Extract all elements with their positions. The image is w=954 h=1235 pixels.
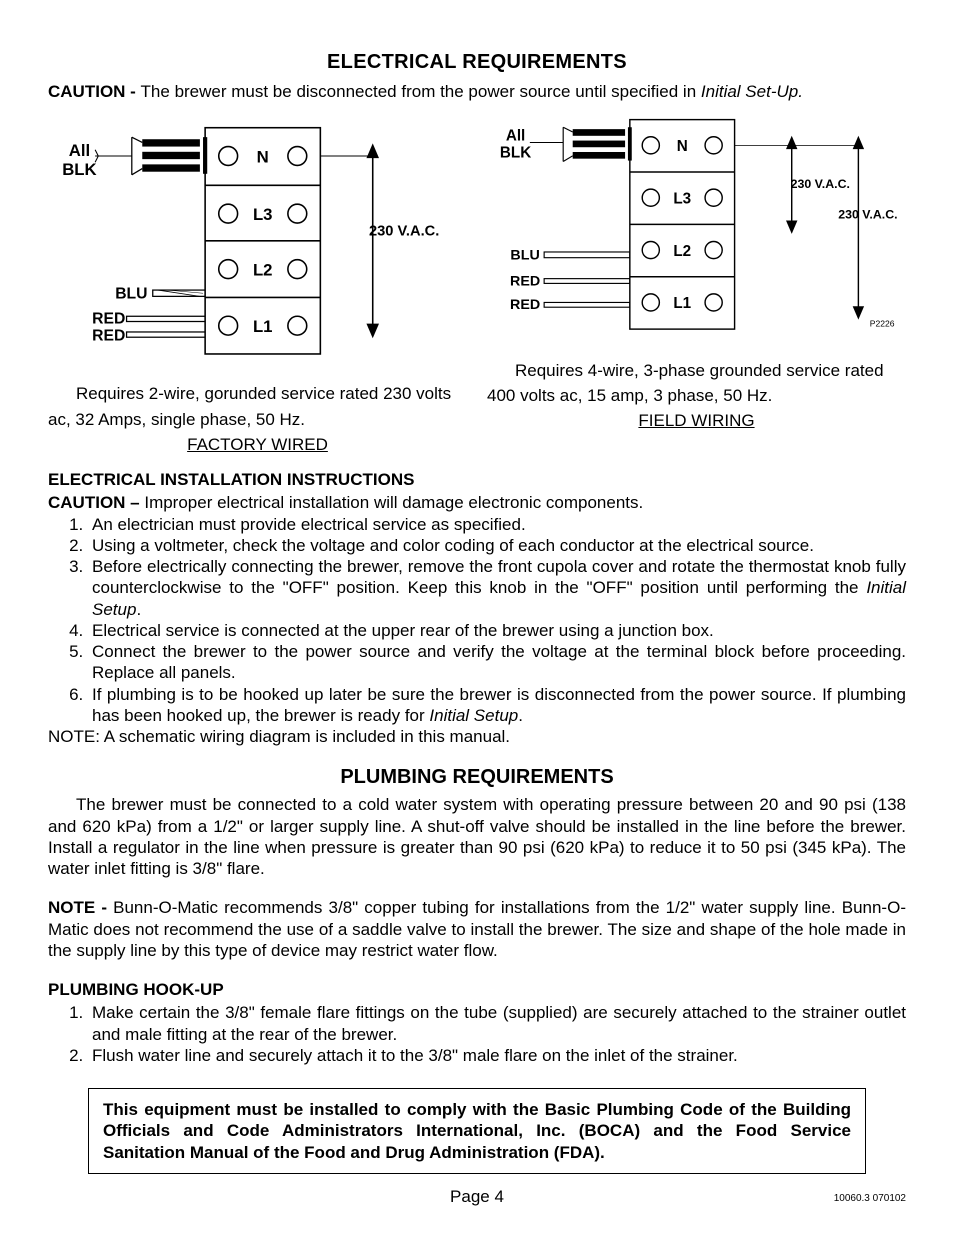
d1-all: All [69, 141, 90, 160]
install-step-6: If plumbing is to be hooked up later be … [88, 684, 906, 727]
d2-l3: L3 [673, 191, 691, 208]
d1-caption2: ac, 32 Amps, single phase, 50 Hz. [48, 409, 467, 430]
d2-caption2: 400 volts ac, 15 amp, 3 phase, 50 Hz. [487, 385, 906, 406]
d2-all: All [506, 128, 525, 145]
install-step-3: Before electrically connecting the brewe… [88, 556, 906, 620]
d2-l2: L2 [673, 243, 691, 260]
d2-blk: BLK [500, 145, 531, 162]
hookup-heading: PLUMBING HOOK-UP [48, 979, 906, 1000]
hookup-steps: Make certain the 3/8" female flare fitti… [48, 1002, 906, 1066]
d1-red1: RED [92, 311, 125, 328]
diagram-left-col: All BLK BLU RED RED [48, 112, 467, 455]
plumbing-para: The brewer must be connected to a cold w… [48, 794, 906, 879]
d1-l1: L1 [253, 317, 273, 336]
d1-blk: BLK [62, 160, 96, 179]
plumbing-note-text: Bunn-O-Matic recommends 3/8" copper tubi… [48, 898, 906, 960]
install-step-5: Connect the brewer to the power source a… [88, 641, 906, 684]
wiring-diagram-right: All BLK BLU RED RED N [487, 112, 906, 350]
plumbing-note: NOTE - Bunn-O-Matic recommends 3/8" copp… [48, 897, 906, 961]
d1-l3: L3 [253, 205, 273, 224]
plumbing-title: PLUMBING REQUIREMENTS [48, 765, 906, 790]
d1-caption1: Requires 2-wire, gorunded service rated … [48, 383, 467, 404]
install-steps: An electrician must provide electrical s… [48, 514, 906, 727]
d2-caption1: Requires 4-wire, 3-phase grounded servic… [487, 360, 906, 381]
d2-n: N [677, 138, 688, 155]
wiring-diagrams: All BLK BLU RED RED [48, 112, 906, 455]
d1-red2: RED [92, 328, 125, 345]
plumbing-note-prefix: NOTE - [48, 898, 113, 917]
caution-italic: Initial Set-Up. [701, 82, 803, 101]
install-caution-text: Improper electrical installation will da… [144, 493, 643, 512]
wiring-diagram-left: All BLK BLU RED RED [48, 112, 467, 374]
caution-prefix: CAUTION - [48, 82, 141, 101]
install-step-2: Using a voltmeter, check the voltage and… [88, 535, 906, 556]
d2-red2: RED [510, 297, 540, 313]
diagram-right-col: All BLK BLU RED RED N [487, 112, 906, 455]
d1-vac: 230 V.A.C. [369, 224, 439, 240]
compliance-box: This equipment must be installed to comp… [88, 1088, 866, 1174]
d2-l1: L1 [673, 295, 691, 312]
caution-text: The brewer must be disconnected from the… [141, 82, 701, 101]
d2-red1: RED [510, 274, 540, 290]
install-note: NOTE: A schematic wiring diagram is incl… [48, 726, 906, 747]
install-caution-prefix: CAUTION – [48, 493, 144, 512]
d2-blu: BLU [510, 248, 539, 264]
d2-vac2: 230 V.A.C. [838, 208, 897, 222]
page-title: ELECTRICAL REQUIREMENTS [48, 50, 906, 75]
hookup-step-2: Flush water line and securely attach it … [88, 1045, 906, 1066]
d1-label: FACTORY WIRED [48, 434, 467, 455]
hookup-step-1: Make certain the 3/8" female flare fitti… [88, 1002, 906, 1045]
caution-line: CAUTION - The brewer must be disconnecte… [48, 81, 906, 102]
install-heading: ELECTRICAL INSTALLATION INSTRUCTIONS [48, 469, 906, 490]
install-caution: CAUTION – Improper electrical installati… [48, 492, 906, 513]
install-step-4: Electrical service is connected at the u… [88, 620, 906, 641]
install-step-1: An electrician must provide electrical s… [88, 514, 906, 535]
d2-label: FIELD WIRING [487, 410, 906, 431]
doc-code: 10060.3 070102 [834, 1193, 906, 1206]
d2-pcode: P2226 [870, 319, 895, 329]
d2-vac1: 230 V.A.C. [791, 177, 850, 191]
d1-blu: BLU [115, 286, 147, 303]
d1-n: N [257, 148, 269, 167]
d1-l2: L2 [253, 261, 273, 280]
page-number: Page 4 [0, 1186, 954, 1207]
